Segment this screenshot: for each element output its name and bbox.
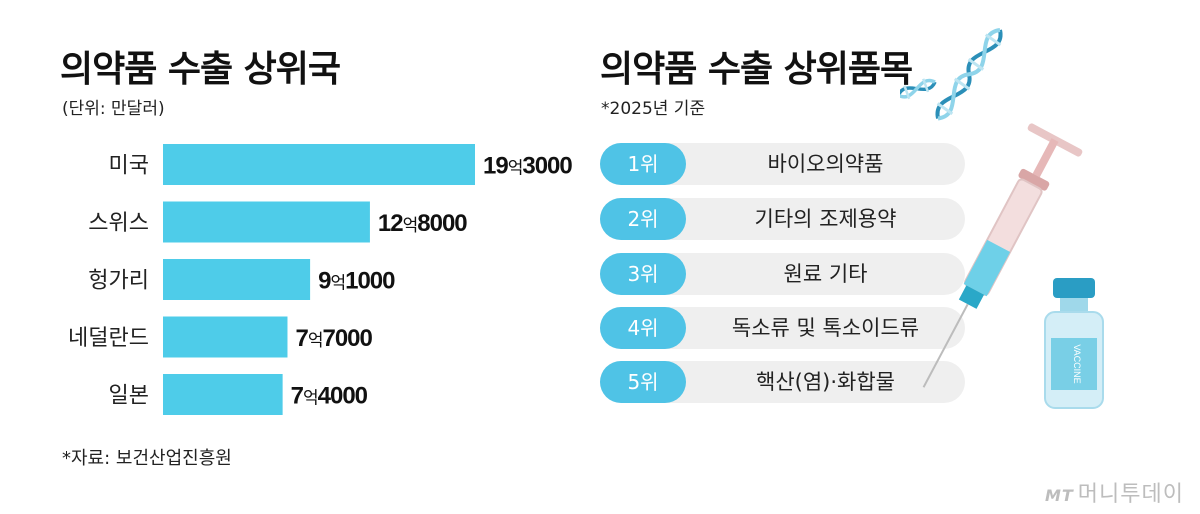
category-label: 헝가리 xyxy=(88,269,149,294)
value-label: 19억3000 xyxy=(483,153,572,180)
rank-badge: 5위 xyxy=(600,361,686,403)
rank-badge: 2위 xyxy=(600,198,686,240)
vial-label: VACCINE xyxy=(1072,344,1082,383)
rank-badge: 3위 xyxy=(600,253,686,295)
dna-icon-small xyxy=(900,78,937,112)
value-label: 12억8000 xyxy=(378,210,467,237)
bar-2 xyxy=(163,259,311,300)
bar-1 xyxy=(163,201,370,243)
source-note: *자료: 보건산업진흥원 xyxy=(62,448,232,469)
rank-item-name: 기타의 조제용약 xyxy=(754,207,897,231)
value-label: 7억7000 xyxy=(295,325,372,352)
bar-3 xyxy=(163,316,288,358)
value-label: 9억1000 xyxy=(318,268,395,295)
rank-badge: 1위 xyxy=(600,143,686,185)
dna-icon xyxy=(935,28,1003,121)
rank-item-name: 원료 기타 xyxy=(783,262,868,286)
rank-row-3: 3위 원료 기타 xyxy=(600,253,965,295)
mt-logo-icon: MT xyxy=(1044,486,1074,505)
category-label: 네덜란드 xyxy=(68,326,149,351)
category-label: 스위스 xyxy=(88,211,149,236)
right-title: 의약품 수출 상위품목 xyxy=(600,49,913,90)
bar-4 xyxy=(163,374,283,415)
watermark: MT 머니투데이 xyxy=(1045,476,1184,508)
rank-row-4: 4위 독소류 및 톡소이드류 xyxy=(600,307,965,349)
syringe-icon xyxy=(922,123,1083,388)
rank-item-name: 독소류 및 톡소이드류 xyxy=(731,316,920,340)
year-note: *2025년 기준 xyxy=(601,99,706,119)
category-label: 미국 xyxy=(109,154,149,179)
rank-row-5: 5위 핵산(염)·화합물 xyxy=(600,361,965,403)
watermark-text: 머니투데이 xyxy=(1077,482,1184,507)
rank-item-name: 바이오의약품 xyxy=(767,152,884,176)
bar-chart: 미국 19억3000 스위스 12억8000 헝가리 9억1000 네덜란드 7억7000 일본… xyxy=(68,144,573,415)
vial-icon: VACCINE xyxy=(1044,278,1104,409)
rank-badge: 4위 xyxy=(600,307,686,349)
bar-0 xyxy=(163,144,475,185)
value-label: 7억4000 xyxy=(291,383,368,410)
left-title: 의약품 수출 상위국 xyxy=(60,49,341,90)
rank-row-2: 2위 기타의 조제용약 xyxy=(600,198,965,240)
unit-note: (단위: 만달러) xyxy=(62,99,165,119)
rank-item-name: 핵산(염)·화합물 xyxy=(756,370,895,394)
category-label: 일본 xyxy=(109,384,149,409)
vaccine-illustration: VACCINE xyxy=(900,28,1104,409)
rank-row-1: 1위 바이오의약품 xyxy=(600,143,965,185)
